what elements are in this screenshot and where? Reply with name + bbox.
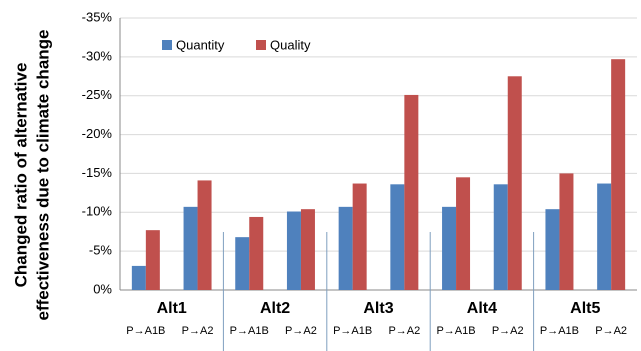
bar [559,173,574,290]
y-axis-title: effectiveness due to climate change [33,30,52,321]
y-tick-label: -25% [82,87,113,102]
group-label: Alt4 [467,300,497,317]
bar [597,183,612,290]
bar [235,237,250,290]
bar [545,209,560,290]
y-tick-label: 0% [93,281,112,296]
bar [507,76,522,291]
x-tick-label: P→A1B [436,325,475,337]
x-tick-label: P→A2 [285,325,317,337]
bar [611,59,626,291]
bar [390,184,405,290]
bar [300,209,315,290]
group-label: Alt5 [570,300,600,317]
bar [286,211,301,290]
x-tick-label: P→A1B [230,325,269,337]
x-tick-label: P→A2 [388,325,420,337]
y-tick-label: -15% [82,165,113,180]
bar [404,94,419,291]
y-tick-label: -20% [82,126,113,141]
x-tick-label: P→A1B [540,325,579,337]
x-tick-label: P→A1B [126,325,165,337]
y-tick-label: -35% [82,9,113,24]
bar [338,206,353,290]
bar [442,206,457,290]
x-tick-label: P→A2 [182,325,214,337]
group-label: Alt1 [157,300,187,317]
bar [456,177,471,290]
bar [197,180,212,290]
legend-swatch [256,40,266,50]
y-tick-label: -30% [82,48,113,63]
group-label: Alt3 [363,300,393,317]
group-label: Alt2 [260,300,290,317]
bar [249,216,264,290]
y-axis-title: Changed ratio of alternative [11,63,30,288]
bar [352,183,367,290]
x-tick-label: P→A1B [333,325,372,337]
bar [493,184,508,290]
y-tick-label: -5% [89,243,113,258]
legend-label: Quantity [176,37,225,52]
bar [183,206,198,290]
x-tick-label: P→A2 [595,325,627,337]
x-tick-label: P→A2 [492,325,524,337]
legend-label: Quality [270,37,311,52]
legend-swatch [162,40,172,50]
bar [131,265,146,290]
y-tick-label: -10% [82,204,113,219]
bar [145,230,160,290]
